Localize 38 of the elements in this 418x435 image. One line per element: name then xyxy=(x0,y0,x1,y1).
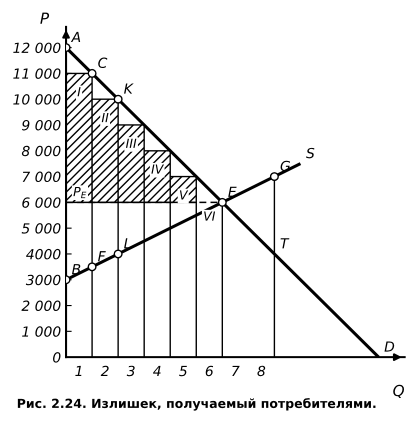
y-tick-label: 3000 xyxy=(26,274,60,286)
x-tick-label: 8 xyxy=(257,366,266,376)
annotation: I xyxy=(78,87,81,96)
y-tick-label: 8 000 xyxy=(22,146,60,156)
y-tick-label: 12 000 xyxy=(13,42,60,54)
y-tick-label: 11 000 xyxy=(13,68,60,79)
x-tick-label: 1 xyxy=(75,366,82,376)
x-axis-title: Q xyxy=(393,384,404,398)
annotation: C xyxy=(98,58,108,68)
x-tick-label: 5 xyxy=(179,366,187,376)
text: Рис. 2.24. Излишек, получаемый потребителями. xyxy=(18,398,376,411)
x-tick-label: 4 xyxy=(153,366,161,376)
annotation: IV xyxy=(151,164,164,174)
y-tick-label: 4000 xyxy=(26,248,60,260)
y-tick-label: 10 000 xyxy=(13,94,60,105)
y-tick-label: 2 000 xyxy=(21,300,60,312)
annotation: A xyxy=(70,32,80,42)
x-tick-label: 2 xyxy=(100,366,109,376)
y-tick-label: 5 000 xyxy=(22,223,60,234)
annotation: V xyxy=(180,190,188,200)
annotation: F xyxy=(98,251,106,262)
annotation: K xyxy=(124,84,134,94)
annotation: II xyxy=(102,112,108,122)
annotation: T xyxy=(280,238,290,248)
y-axis-title: P xyxy=(40,12,50,24)
y-tick-label: 7 000 xyxy=(22,172,60,182)
y-tick-label: 9 000 xyxy=(22,120,60,130)
x-tick-label: 3 xyxy=(126,366,135,376)
y-tick-label: 1 000 xyxy=(22,326,60,337)
annotation: D xyxy=(384,341,394,352)
x-tick-label: 7 xyxy=(232,366,240,376)
y-tick-label: 0 xyxy=(53,352,60,363)
x-tick-label: 6 xyxy=(206,366,214,376)
annotation: VI xyxy=(204,211,216,221)
annotation: III xyxy=(126,138,136,148)
annotation: P$_{E}$ xyxy=(73,186,86,198)
y-tick-label: 6 000 xyxy=(22,197,60,208)
annotation: S xyxy=(306,148,314,158)
